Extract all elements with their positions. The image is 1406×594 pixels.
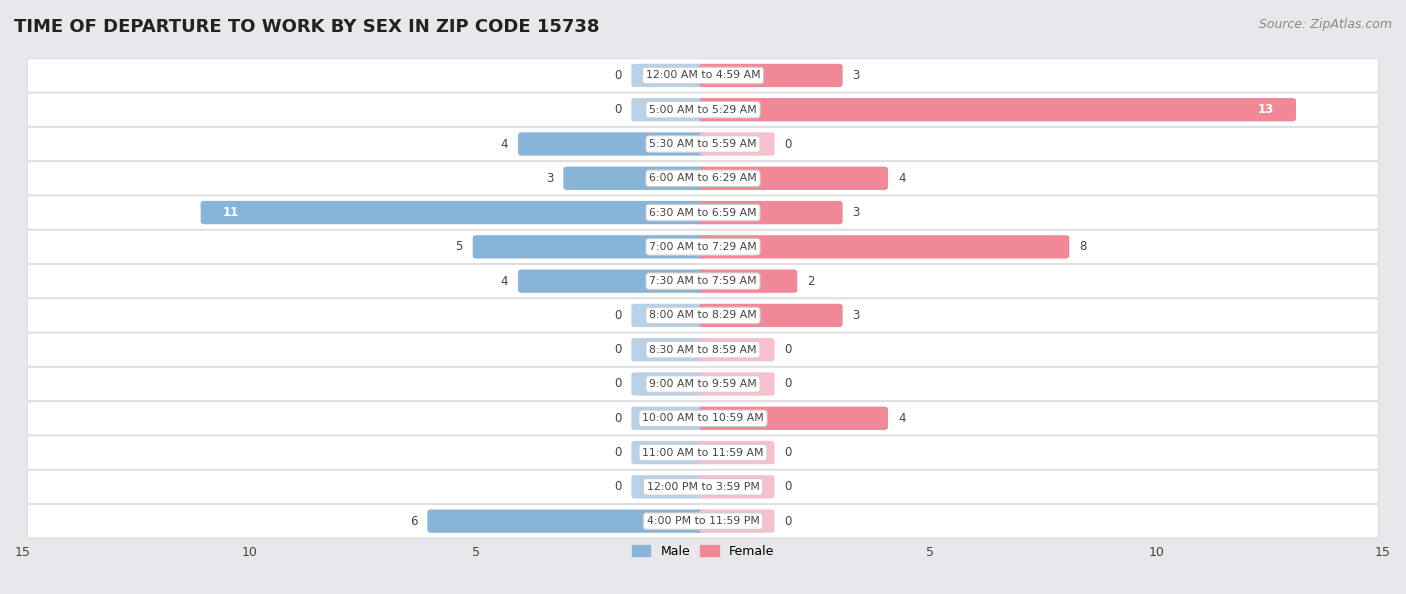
Text: 11:00 AM to 11:59 AM: 11:00 AM to 11:59 AM — [643, 447, 763, 457]
Text: 10:00 AM to 10:59 AM: 10:00 AM to 10:59 AM — [643, 413, 763, 424]
Text: 4: 4 — [501, 274, 508, 287]
FancyBboxPatch shape — [631, 407, 707, 430]
Text: 4: 4 — [898, 172, 905, 185]
Text: 6:30 AM to 6:59 AM: 6:30 AM to 6:59 AM — [650, 207, 756, 217]
Text: 0: 0 — [785, 481, 792, 494]
FancyBboxPatch shape — [28, 504, 1378, 538]
FancyBboxPatch shape — [631, 338, 707, 361]
Text: 4: 4 — [501, 137, 508, 150]
FancyBboxPatch shape — [28, 264, 1378, 298]
Text: 0: 0 — [614, 446, 621, 459]
Text: 6: 6 — [411, 514, 418, 527]
FancyBboxPatch shape — [28, 436, 1378, 469]
Text: 12:00 PM to 3:59 PM: 12:00 PM to 3:59 PM — [647, 482, 759, 492]
Text: 4:00 PM to 11:59 PM: 4:00 PM to 11:59 PM — [647, 516, 759, 526]
FancyBboxPatch shape — [699, 98, 1296, 121]
Text: 0: 0 — [614, 69, 621, 82]
Text: 3: 3 — [852, 69, 860, 82]
FancyBboxPatch shape — [631, 475, 707, 498]
Text: 0: 0 — [785, 378, 792, 390]
Text: 3: 3 — [852, 206, 860, 219]
FancyBboxPatch shape — [28, 59, 1378, 92]
FancyBboxPatch shape — [699, 441, 775, 465]
FancyBboxPatch shape — [28, 333, 1378, 366]
FancyBboxPatch shape — [699, 64, 842, 87]
FancyBboxPatch shape — [699, 235, 1070, 258]
Text: 0: 0 — [785, 446, 792, 459]
FancyBboxPatch shape — [28, 299, 1378, 332]
FancyBboxPatch shape — [28, 196, 1378, 229]
Text: 5: 5 — [456, 241, 463, 254]
FancyBboxPatch shape — [699, 372, 775, 396]
Text: 0: 0 — [614, 309, 621, 322]
FancyBboxPatch shape — [517, 270, 707, 293]
Text: TIME OF DEPARTURE TO WORK BY SEX IN ZIP CODE 15738: TIME OF DEPARTURE TO WORK BY SEX IN ZIP … — [14, 18, 599, 36]
FancyBboxPatch shape — [564, 167, 707, 190]
Text: 0: 0 — [785, 137, 792, 150]
FancyBboxPatch shape — [699, 338, 775, 361]
Text: 3: 3 — [546, 172, 554, 185]
Text: 0: 0 — [614, 343, 621, 356]
FancyBboxPatch shape — [699, 270, 797, 293]
FancyBboxPatch shape — [28, 367, 1378, 401]
Text: 0: 0 — [614, 378, 621, 390]
Text: 0: 0 — [614, 481, 621, 494]
FancyBboxPatch shape — [201, 201, 707, 224]
Text: 8:30 AM to 8:59 AM: 8:30 AM to 8:59 AM — [650, 345, 756, 355]
Text: 12:00 AM to 4:59 AM: 12:00 AM to 4:59 AM — [645, 71, 761, 80]
FancyBboxPatch shape — [28, 230, 1378, 264]
Text: 7:00 AM to 7:29 AM: 7:00 AM to 7:29 AM — [650, 242, 756, 252]
Legend: Male, Female: Male, Female — [627, 540, 779, 563]
Text: 8: 8 — [1080, 241, 1087, 254]
Text: 7:30 AM to 7:59 AM: 7:30 AM to 7:59 AM — [650, 276, 756, 286]
FancyBboxPatch shape — [28, 93, 1378, 127]
FancyBboxPatch shape — [28, 127, 1378, 161]
FancyBboxPatch shape — [631, 98, 707, 121]
FancyBboxPatch shape — [28, 402, 1378, 435]
Text: 9:00 AM to 9:59 AM: 9:00 AM to 9:59 AM — [650, 379, 756, 389]
Text: 5:30 AM to 5:59 AM: 5:30 AM to 5:59 AM — [650, 139, 756, 149]
Text: 8:00 AM to 8:29 AM: 8:00 AM to 8:29 AM — [650, 311, 756, 320]
FancyBboxPatch shape — [699, 475, 775, 498]
FancyBboxPatch shape — [699, 201, 842, 224]
Text: 0: 0 — [614, 103, 621, 116]
Text: 4: 4 — [898, 412, 905, 425]
FancyBboxPatch shape — [699, 132, 775, 156]
FancyBboxPatch shape — [427, 510, 707, 533]
FancyBboxPatch shape — [28, 162, 1378, 195]
Text: 3: 3 — [852, 309, 860, 322]
Text: 2: 2 — [807, 274, 814, 287]
FancyBboxPatch shape — [28, 470, 1378, 504]
FancyBboxPatch shape — [631, 64, 707, 87]
Text: Source: ZipAtlas.com: Source: ZipAtlas.com — [1258, 18, 1392, 31]
Text: 6:00 AM to 6:29 AM: 6:00 AM to 6:29 AM — [650, 173, 756, 184]
FancyBboxPatch shape — [699, 167, 889, 190]
Text: 0: 0 — [785, 514, 792, 527]
FancyBboxPatch shape — [699, 304, 842, 327]
Text: 0: 0 — [614, 412, 621, 425]
Text: 0: 0 — [785, 343, 792, 356]
Text: 11: 11 — [222, 206, 239, 219]
FancyBboxPatch shape — [631, 304, 707, 327]
FancyBboxPatch shape — [631, 441, 707, 465]
FancyBboxPatch shape — [517, 132, 707, 156]
Text: 13: 13 — [1258, 103, 1274, 116]
Text: 5:00 AM to 5:29 AM: 5:00 AM to 5:29 AM — [650, 105, 756, 115]
FancyBboxPatch shape — [699, 510, 775, 533]
FancyBboxPatch shape — [699, 407, 889, 430]
FancyBboxPatch shape — [472, 235, 707, 258]
FancyBboxPatch shape — [631, 372, 707, 396]
